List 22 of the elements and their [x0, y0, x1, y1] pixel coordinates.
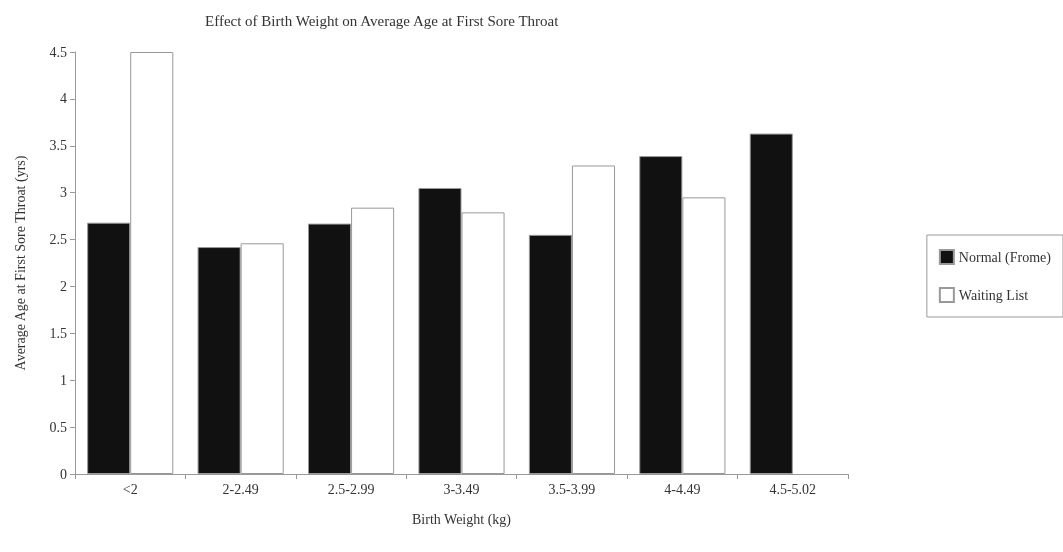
- legend-label: Waiting List: [958, 287, 1029, 303]
- y-tick-label: 1.5: [49, 325, 67, 341]
- y-axis-title: Average Age at First Sore Throat (yrs): [12, 155, 29, 371]
- x-tick-label: 4-4.49: [664, 481, 701, 497]
- x-tick-label: 3-3.49: [443, 481, 480, 497]
- y-tick-label: 3.5: [49, 138, 67, 154]
- y-tick-label: 0.5: [49, 419, 67, 435]
- x-axis-title: Birth Weight (kg): [412, 511, 512, 528]
- x-tick-label: 4.5-5.02: [769, 481, 817, 497]
- x-tick-label: <2: [122, 481, 138, 497]
- y-tick-label: 1: [60, 372, 67, 388]
- y-tick-label: 4: [60, 91, 67, 107]
- y-tick-label: 2.5: [49, 232, 67, 248]
- y-tick-label: 3: [60, 185, 67, 201]
- x-tick-label: 3.5-3.99: [548, 481, 596, 497]
- x-tick-label: 2.5-2.99: [327, 481, 375, 497]
- x-tick-label: 2-2.49: [222, 481, 259, 497]
- y-tick-label: 0: [60, 466, 67, 482]
- chart-title: Effect of Birth Weight on Average Age at First Sore Throat: [205, 12, 560, 29]
- legend-label: Normal (Frome): [958, 249, 1052, 266]
- y-tick-label: 2: [60, 278, 67, 294]
- y-tick-label: 4.5: [49, 44, 67, 60]
